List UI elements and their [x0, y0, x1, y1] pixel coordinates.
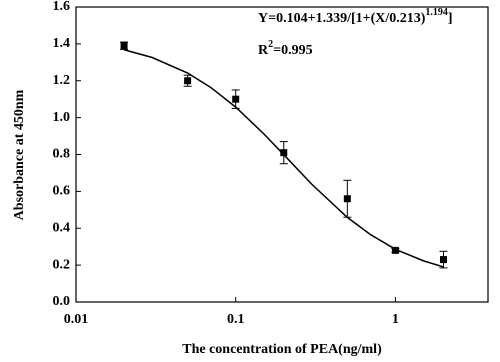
y-tick-label: 1.6: [53, 0, 71, 14]
fit-curve: [123, 49, 444, 268]
equation: Y=0.104+1.339/[1+(X/0.213)1.194]: [258, 7, 453, 26]
x-tick-label: 1: [392, 312, 399, 327]
y-axis-label: Absorbance at 450nm: [12, 89, 27, 220]
point: [120, 42, 128, 50]
r-squared-value: =0.995: [273, 43, 312, 58]
point: [439, 256, 447, 264]
x-tick-label: 0.1: [227, 312, 245, 327]
y-tick-label: 0.0: [53, 294, 71, 309]
point: [232, 95, 240, 103]
x-axis-label: The concentration of PEA(ng/ml): [182, 342, 382, 357]
y-tick-label: 1.4: [53, 36, 71, 51]
equation-text: Y=0.104+1.339/[1+(X/0.213): [258, 11, 426, 26]
y-tick-label: 1.2: [53, 73, 71, 88]
r-squared-text: R: [258, 43, 269, 58]
y-tick-label: 0.4: [53, 220, 71, 235]
y-tick-label: 0.6: [53, 184, 71, 199]
y-tick-label: 0.8: [53, 147, 71, 162]
point: [343, 195, 351, 203]
equation-exponent: 1.194: [425, 7, 448, 18]
r-squared-sup: 2: [268, 39, 273, 50]
point: [184, 77, 192, 85]
x-tick-label: 0.01: [64, 312, 89, 327]
equation-close: ]: [448, 11, 453, 26]
point: [391, 246, 399, 254]
r-squared: R2=0.995: [258, 39, 313, 58]
y-tick-label: 1.0: [53, 110, 71, 125]
y-tick-label: 0.2: [53, 257, 71, 272]
point: [280, 149, 288, 157]
